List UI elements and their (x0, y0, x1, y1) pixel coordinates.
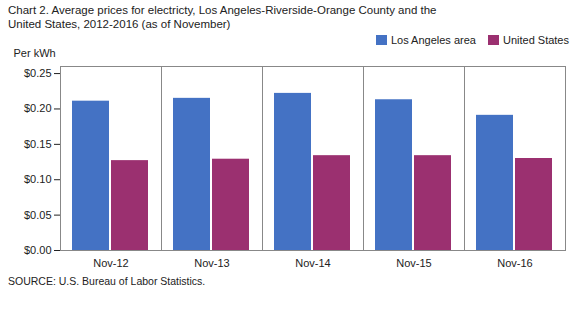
svg-text:Nov-16: Nov-16 (497, 257, 532, 269)
svg-text:Nov-12: Nov-12 (93, 257, 128, 269)
svg-text:$0.20: $0.20 (24, 102, 52, 114)
html-text:Los Angeles area: Los Angeles area (390, 34, 476, 46)
svg-text:$0.00: $0.00 (24, 244, 52, 256)
svg-text:Per kWh: Per kWh (14, 47, 56, 59)
svg-text:$0.10: $0.10 (24, 173, 52, 185)
html-text:Chart 2. Average prices for el: Chart 2. Average prices for electricty, … (8, 4, 437, 16)
svg-text:$0.25: $0.25 (24, 67, 52, 79)
svg-text:$0.05: $0.05 (24, 209, 52, 221)
html-text:United States, 2012-2016 (as o: United States, 2012-2016 (as of November… (8, 18, 231, 30)
svg-text:Nov-14: Nov-14 (295, 257, 330, 269)
html-text:United States: United States (503, 34, 569, 46)
svg-text:Nov-13: Nov-13 (194, 257, 229, 269)
html-text:SOURCE: U.S. Bureau of Labor S: SOURCE: U.S. Bureau of Labor Statistics. (8, 275, 206, 287)
svg-text:Nov-15: Nov-15 (396, 257, 431, 269)
svg-text:$0.15: $0.15 (24, 138, 52, 150)
